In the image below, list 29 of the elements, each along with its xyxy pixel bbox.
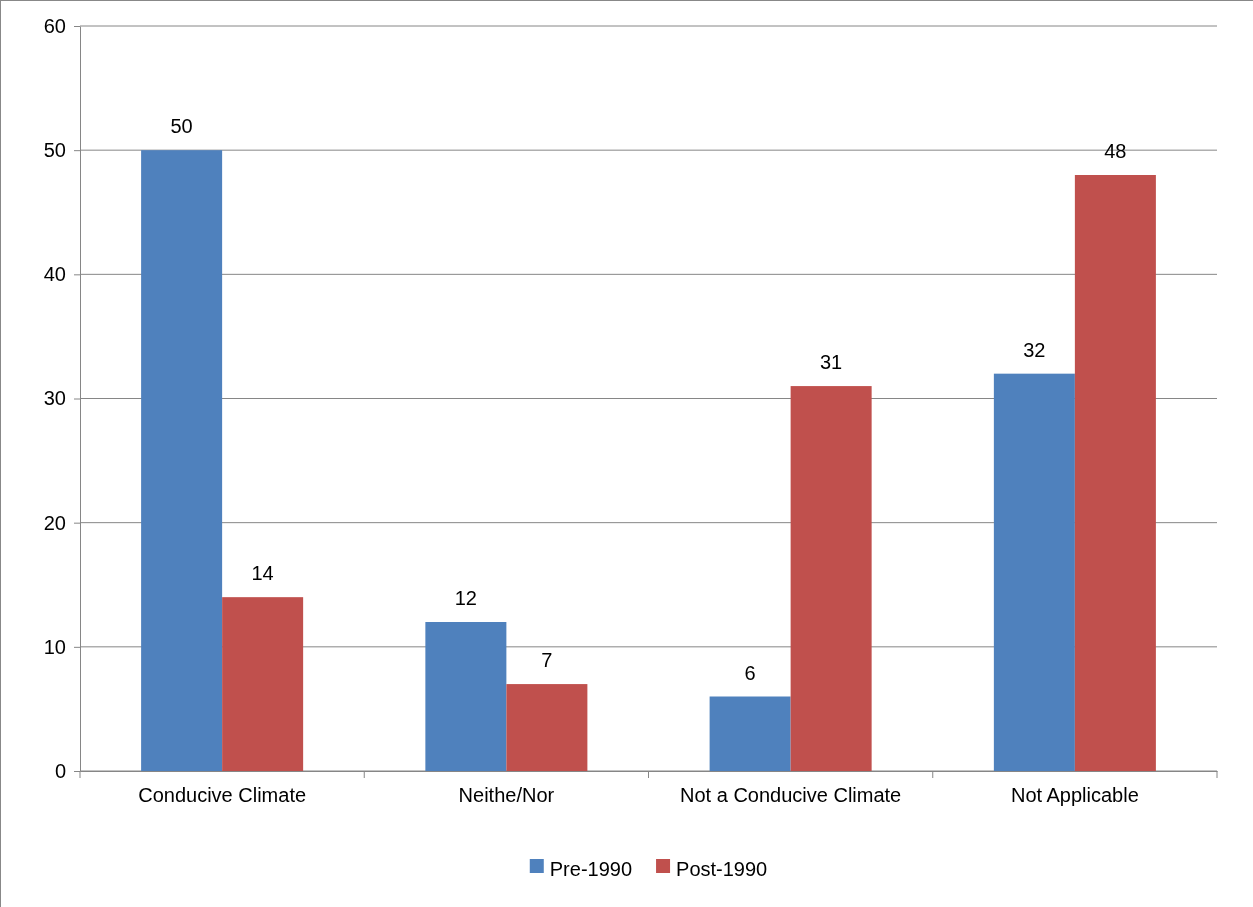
legend-label: Pre-1990 <box>549 858 633 880</box>
data-label: 7 <box>541 649 553 672</box>
data-label: 12 <box>454 587 477 609</box>
y-tick-label: 20 <box>43 511 66 534</box>
data-label: 50 <box>170 115 193 138</box>
bar <box>506 684 588 771</box>
y-tick-label: 50 <box>43 139 66 162</box>
y-tick-label: 0 <box>54 759 66 782</box>
bar <box>1074 175 1156 771</box>
data-label: 48 <box>1104 140 1127 162</box>
y-tick-label: 40 <box>43 263 66 286</box>
data-label: 31 <box>820 351 843 374</box>
y-tick-label: 60 <box>43 14 66 37</box>
bar <box>709 696 791 771</box>
bar <box>425 622 507 771</box>
x-tick-label: Not Applicable <box>1010 784 1139 806</box>
bar <box>790 386 872 771</box>
y-tick-label: 30 <box>43 387 66 410</box>
x-tick-label: Conducive Climate <box>138 784 307 806</box>
data-label: 32 <box>1023 338 1046 361</box>
bar <box>993 373 1075 771</box>
y-tick-label: 10 <box>43 635 66 658</box>
bar <box>222 597 304 771</box>
legend-label: Post-1990 <box>676 858 768 880</box>
data-label: 6 <box>744 661 756 684</box>
x-tick-label: Not a Conducive Climate <box>680 784 902 806</box>
data-label: 14 <box>251 562 274 585</box>
bar <box>141 150 223 771</box>
x-tick-label: Neithe/Nor <box>458 784 555 806</box>
